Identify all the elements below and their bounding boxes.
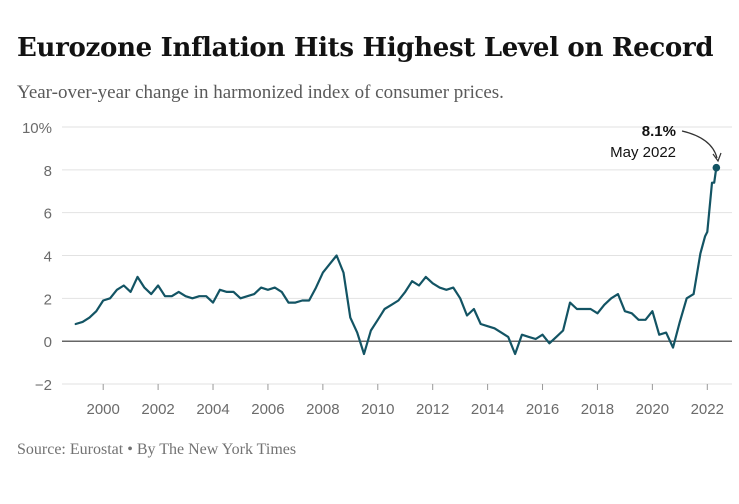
annotation-date-label: May 2022 — [610, 144, 676, 161]
byline: By The New York Times — [136, 441, 297, 458]
x-tick-label: 2010 — [361, 401, 394, 418]
x-tick-label: 2008 — [306, 401, 339, 418]
y-tick-label: 10% — [22, 120, 52, 137]
y-tick-label: 0 — [44, 334, 52, 351]
x-tick-label: 2016 — [526, 401, 559, 418]
x-tick-label: 2002 — [141, 401, 174, 418]
inflation-series-line — [74, 166, 718, 356]
y-tick-label: −2 — [35, 377, 52, 394]
series-layer — [74, 166, 718, 356]
x-tick-label: 2018 — [581, 401, 614, 418]
source-line: Source: Eurostat • By The New York Times — [17, 441, 296, 459]
x-tick-label: 2004 — [196, 401, 229, 418]
x-tick-label: 2020 — [636, 401, 669, 418]
y-tick-label: 4 — [44, 249, 52, 266]
y-axis-ticks: −2 0 2 4 6 8 10% — [22, 120, 52, 394]
chart-title: Eurozone Inflation Hits Highest Level on… — [17, 33, 714, 63]
annotation-arrowhead — [712, 152, 722, 163]
x-tick-label: 2022 — [691, 401, 724, 418]
y-tick-label: 6 — [44, 206, 52, 223]
x-tick-label: 2000 — [87, 401, 120, 418]
y-tick-label: 2 — [44, 291, 52, 308]
annotation-value-label: 8.1% — [642, 123, 676, 140]
x-tick-label: 2012 — [416, 401, 449, 418]
x-tick-label: 2006 — [251, 401, 284, 418]
y-tick-label: 8 — [44, 163, 52, 180]
source-label: Source: Eurostat — [17, 441, 124, 458]
latest-point-marker — [712, 163, 721, 172]
x-tick-label: 2014 — [471, 401, 504, 418]
x-axis-ticks: 2000 2002 2004 2006 2008 2010 2012 2014 2016 2018… — [87, 384, 724, 418]
annotation-layer: 8.1% May 2022 — [610, 123, 722, 172]
annotation-arrow — [681, 130, 718, 159]
separator-dot: • — [127, 441, 133, 458]
grid-lines — [62, 126, 732, 385]
chart-subtitle: Year-over-year change in harmonized inde… — [17, 82, 504, 103]
